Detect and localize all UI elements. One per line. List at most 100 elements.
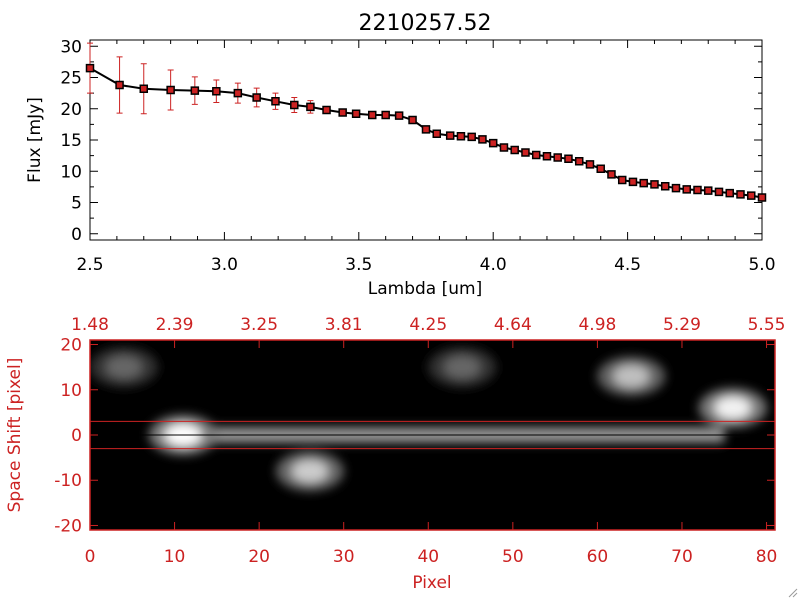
- top-wavelength-tick-label: 3.25: [240, 315, 278, 335]
- bottom-x-tick-label: 0: [85, 547, 96, 567]
- top-wavelength-tick-label: 4.98: [578, 315, 616, 335]
- bottom-y-tick-label: -20: [54, 516, 82, 536]
- data-point-marker: [115, 80, 124, 90]
- top-x-tick-label: 2.5: [76, 255, 103, 275]
- bottom-x-tick-label: 20: [248, 547, 270, 567]
- data-point-marker: [190, 86, 200, 95]
- data-point-marker: [421, 125, 431, 134]
- data-point-marker: [574, 157, 584, 166]
- top-y-tick-label: 0: [71, 225, 82, 245]
- data-point-marker: [290, 100, 299, 110]
- bottom-y-tick-label: 10: [60, 381, 82, 401]
- extraction-lines: [90, 420, 775, 450]
- bottom-y-tick-label: 20: [60, 336, 82, 356]
- data-point-marker: [85, 63, 95, 73]
- data-point-marker: [553, 153, 562, 162]
- data-point-marker: [714, 187, 724, 197]
- data-point-marker: [322, 105, 331, 115]
- top-y-tick-label: 25: [60, 69, 82, 89]
- bottom-y-tick-label: -10: [54, 471, 82, 491]
- data-point-marker: [488, 138, 498, 148]
- top-y-tick-label: 15: [60, 131, 82, 151]
- data-point-marker: [499, 143, 509, 152]
- data-point-marker: [456, 132, 466, 141]
- flux-series: [85, 42, 767, 202]
- top-x-tick-label: 3.5: [345, 255, 372, 275]
- bottom-x-tick-label: 30: [333, 547, 355, 567]
- data-point-marker: [521, 148, 530, 157]
- bottom-x-tick-label: 40: [417, 547, 439, 567]
- data-point-marker: [306, 102, 315, 112]
- data-point-marker: [693, 185, 702, 195]
- data-point-marker: [542, 152, 552, 161]
- top-x-tick-label: 5.0: [748, 255, 775, 275]
- top-y-tick-label: 30: [60, 37, 82, 57]
- data-point-marker: [381, 110, 390, 120]
- data-point-marker: [671, 183, 681, 193]
- data-point-marker: [725, 188, 734, 198]
- top-wavelength-tick-label: 4.64: [494, 315, 532, 335]
- data-point-marker: [660, 182, 670, 191]
- resize-grip-icon[interactable]: [786, 586, 798, 598]
- bottom-x-tick-label: 60: [587, 547, 609, 567]
- source-blob: [714, 396, 751, 419]
- source-blob: [444, 356, 481, 379]
- data-point-marker: [703, 186, 713, 195]
- data-point-marker: [271, 97, 280, 106]
- data-point-marker: [445, 131, 455, 140]
- top-y-tick-label: 10: [60, 162, 82, 182]
- spectral-image-plot: -20 -10 0 10 20 0 10 20 30 40 50 60 70 80 1.48 2.39 3.…: [5, 315, 785, 593]
- top-x-axis-label: Lambda [um]: [368, 279, 482, 299]
- data-point-marker: [617, 175, 627, 185]
- data-point-marker: [367, 110, 377, 120]
- bottom-top-wavelength-ticks: 1.48 2.39 3.25 3.81 4.25 4.64 4.98 5.29 5.55: [71, 315, 785, 348]
- data-point-marker: [212, 87, 221, 96]
- data-point-marker: [564, 154, 573, 163]
- data-point-marker: [351, 109, 361, 118]
- bottom-x-axis-label: Pixel: [412, 573, 451, 593]
- data-point-marker: [394, 111, 404, 120]
- bottom-y-ticks: -20 -10 0 10 20: [54, 336, 775, 536]
- data-point-marker: [338, 108, 347, 117]
- top-wavelength-tick-label: 3.81: [325, 315, 363, 335]
- bottom-y-tick-label: 0: [71, 426, 82, 446]
- flux-spectrum-plot: 0 5 10 15 20 25 30 2.5 3.0 3.5 4.0 4.5 5.0 Lambda […: [25, 37, 776, 299]
- data-point-marker: [252, 93, 261, 102]
- data-point-marker: [757, 193, 767, 202]
- top-x-tick-label: 4.5: [614, 255, 641, 275]
- data-point-marker: [682, 185, 691, 194]
- data-point-marker: [607, 170, 616, 179]
- data-point-marker: [736, 190, 745, 199]
- plot-title: 2210257.52: [359, 11, 492, 36]
- source-blob: [105, 356, 142, 379]
- top-y-ticks: 0 5 10 15 20 25 30: [60, 37, 762, 245]
- data-point-marker: [510, 145, 519, 155]
- data-point-marker: [139, 84, 149, 93]
- top-wavelength-tick-label: 2.39: [156, 315, 194, 335]
- top-wavelength-tick-label: 1.48: [71, 315, 109, 335]
- bottom-x-ticks: 0 10 20 30 40 50 60 70 80: [85, 522, 778, 567]
- source-blob: [291, 460, 328, 483]
- bottom-x-tick-label: 10: [164, 547, 186, 567]
- top-y-axis-label: Flux [mJy]: [25, 97, 45, 183]
- top-x-tick-label: 3.0: [211, 255, 238, 275]
- data-point-marker: [531, 150, 541, 160]
- data-point-marker: [233, 88, 243, 98]
- data-point-marker: [596, 164, 605, 173]
- top-wavelength-tick-label: 5.29: [663, 315, 701, 335]
- data-point-marker: [585, 160, 595, 169]
- bottom-x-tick-label: 70: [671, 547, 693, 567]
- data-point-marker: [408, 115, 417, 125]
- data-point-marker: [478, 135, 487, 144]
- bottom-x-tick-label: 50: [502, 547, 524, 567]
- top-x-ticks: 2.5 3.0 3.5 4.0 4.5 5.0: [76, 40, 776, 275]
- bottom-x-tick-label: 80: [756, 547, 778, 567]
- top-wavelength-tick-label: 5.55: [748, 315, 786, 335]
- top-x-tick-label: 4.0: [480, 255, 507, 275]
- top-plot-frame: [89, 39, 763, 241]
- bottom-y-axis-label: Space Shift [pixel]: [5, 358, 25, 513]
- top-wavelength-tick-label: 4.25: [409, 315, 447, 335]
- top-y-tick-label: 20: [60, 100, 82, 120]
- data-point-marker: [746, 191, 756, 200]
- data-point-marker: [639, 178, 648, 188]
